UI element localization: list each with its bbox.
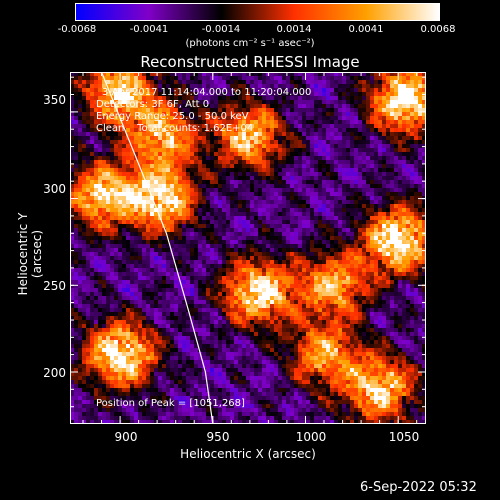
colorbar-tick-label: -0.0041 xyxy=(129,24,169,35)
info-energy-range: Energy Range: 25.0 - 50.0 keV xyxy=(96,111,249,122)
colorbar-tick-label: 0.0041 xyxy=(348,24,384,35)
y-tick-label: 350 xyxy=(43,93,66,107)
colorbar-tick-label: -0.0014 xyxy=(201,24,241,35)
info-peak-position: Position of Peak = [1051,268] xyxy=(96,398,245,409)
axis-ticks xyxy=(70,72,426,424)
x-tick-label: 950 xyxy=(206,430,230,444)
x-tick-label: 1000 xyxy=(295,430,327,444)
colorbar-tick-label: 0.0014 xyxy=(276,24,312,35)
heatmap-plot xyxy=(70,72,426,424)
x-axis-label: Heliocentric X (arcsec) xyxy=(180,447,316,461)
x-tick-label: 900 xyxy=(114,430,138,444)
info-method-counts: Clean Total counts: 1.62E+04 xyxy=(96,123,254,134)
colorbar-tick-label: -0.0068 xyxy=(57,24,97,35)
y-axis-label: Heliocentric Y (arcsec) xyxy=(16,212,44,296)
colorbar xyxy=(75,3,440,21)
solar-limb-line xyxy=(100,72,214,424)
colorbar-unit-label: (photons cm⁻² s⁻¹ asec⁻²) xyxy=(185,38,315,49)
colorbar-tick-label: 0.0068 xyxy=(420,24,456,35)
info-time-range: 3-Apr-2017 11:14:04.000 to 11:20:04.000 xyxy=(102,87,312,98)
chart-title: Reconstructed RHESSI Image xyxy=(140,53,360,71)
y-tick-label: 200 xyxy=(43,366,66,380)
y-tick-label: 250 xyxy=(43,279,66,293)
info-detectors: Detectors: 3F 6F, Att 0 xyxy=(96,99,210,110)
plot-datestamp: 6-Sep-2022 05:32 xyxy=(360,480,477,495)
y-tick-label: 300 xyxy=(43,182,66,196)
x-tick-label: 1050 xyxy=(388,430,420,444)
plot-frame xyxy=(70,72,426,424)
